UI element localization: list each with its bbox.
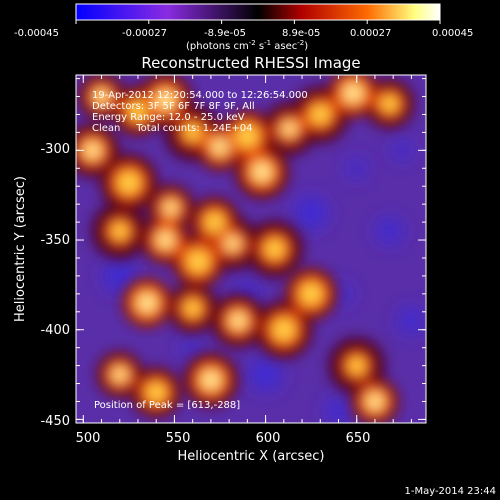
colorbar-tick-1: -0.00027 xyxy=(122,28,167,39)
x-tick-label-550: 550 xyxy=(166,431,191,446)
source-yellow xyxy=(381,95,398,113)
y-tick-label-neg300: -300 xyxy=(40,142,70,157)
background-blue-patch xyxy=(332,283,353,304)
source-core xyxy=(160,235,171,245)
source-core xyxy=(141,297,153,309)
source-core xyxy=(97,92,106,101)
background-blue-patch xyxy=(295,197,328,230)
source-core xyxy=(205,374,217,386)
x-tick-label-650: 650 xyxy=(346,431,371,446)
y-axis-label: Heliocentric Y (arcsec) xyxy=(13,176,28,322)
heatmap-image xyxy=(76,75,426,423)
y-tick-label-neg350: -350 xyxy=(40,233,70,248)
background-blue-patch xyxy=(103,259,136,292)
source-yellow xyxy=(184,124,202,141)
source-core xyxy=(233,315,244,326)
footer-timestamp: 1-May-2014 23:44 xyxy=(404,486,496,497)
source-yellow xyxy=(111,222,129,240)
annotation-energy-range: Energy Range: 12.0 - 25.0 keV xyxy=(92,112,245,123)
source-core xyxy=(166,203,175,212)
y-tick-label-neg450: -450 xyxy=(40,414,70,429)
x-tick-label-600: 600 xyxy=(256,431,281,446)
colorbar xyxy=(75,3,441,21)
x-axis-label: Heliocentric X (arcsec) xyxy=(178,449,325,464)
source-yellow xyxy=(184,299,202,317)
source-yellow xyxy=(187,250,209,273)
annotation-clean-counts: Clean Total counts: 1.24E+04 xyxy=(92,123,252,134)
source-core xyxy=(256,166,268,178)
axis-ticks xyxy=(76,75,426,423)
annotation-detectors: Detectors: 3F 5F 6F 7F 8F 9F, All xyxy=(92,101,255,112)
source-yellow xyxy=(204,212,225,232)
source-yellow xyxy=(236,125,259,147)
background-blue-patch xyxy=(398,307,425,334)
source-yellow xyxy=(128,101,148,121)
colorbar-tick-2: -8.9e-05 xyxy=(204,28,246,39)
background-blue-patch xyxy=(346,158,367,179)
source-yellow xyxy=(118,171,140,194)
source-yellow xyxy=(300,283,322,305)
source-yellow xyxy=(146,382,166,403)
colorbar-unit-label: (photons cm-2 s-1 asec-2) xyxy=(186,39,308,52)
background-blue-patch xyxy=(392,140,413,161)
colorbar-ticks xyxy=(75,20,441,24)
source-core xyxy=(370,396,380,407)
background-blue-patch xyxy=(249,358,282,391)
chart-title: Reconstructed RHESSI Image xyxy=(141,54,360,72)
colorbar-tick-5: 0.00045 xyxy=(432,28,473,39)
annotation-time-range: 19-Apr-2012 12:20:54.000 to 12:26:54.000 xyxy=(92,90,308,101)
source-core xyxy=(159,94,171,106)
source-core xyxy=(347,87,359,99)
colorbar-tick-0: -0.00045 xyxy=(14,28,59,39)
source-core xyxy=(215,141,225,152)
background-blue-patch xyxy=(376,218,403,245)
source-core xyxy=(115,370,124,379)
plot-frame xyxy=(75,74,427,424)
source-yellow xyxy=(265,239,285,259)
source-core xyxy=(87,145,98,156)
background-blue-patch xyxy=(182,337,203,358)
source-yellow xyxy=(348,357,366,374)
background-blue-patch xyxy=(325,397,352,423)
peak-position-label: Position of Peak = [613,-288] xyxy=(94,400,240,411)
x-tick-label-500: 500 xyxy=(76,431,101,446)
source-yellow xyxy=(273,318,295,341)
source-core xyxy=(285,124,294,134)
colorbar-tick-3: 8.9e-05 xyxy=(282,28,320,39)
colorbar-tick-4: 0.00027 xyxy=(350,28,391,39)
source-core xyxy=(228,239,237,248)
source-yellow xyxy=(310,104,330,125)
y-tick-label-neg400: -400 xyxy=(40,323,70,338)
